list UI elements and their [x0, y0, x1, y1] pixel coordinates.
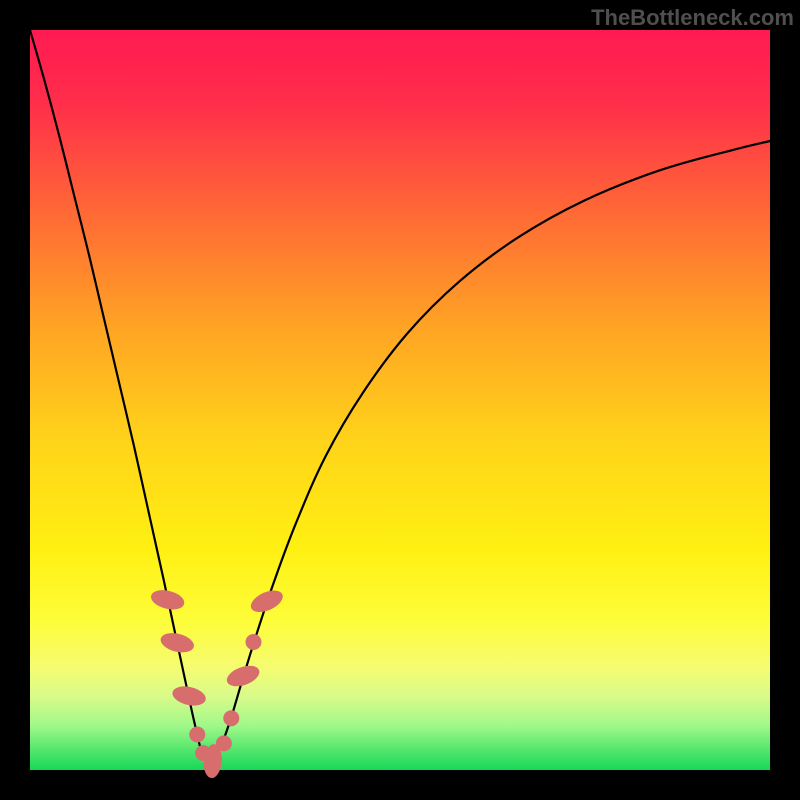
marker-dot — [223, 710, 239, 726]
watermark-text: TheBottleneck.com — [591, 5, 794, 31]
marker-pill — [149, 587, 186, 613]
curve-layer — [0, 0, 800, 800]
marker-pill — [171, 683, 208, 708]
chart-container: TheBottleneck.com — [0, 0, 800, 800]
bottleneck-curve — [30, 30, 770, 763]
marker-pill — [224, 662, 262, 691]
marker-dot — [189, 726, 205, 742]
marker-dot — [216, 735, 232, 751]
marker-pill — [248, 586, 286, 616]
marker-pill — [159, 630, 196, 656]
marker-dot — [245, 634, 261, 650]
